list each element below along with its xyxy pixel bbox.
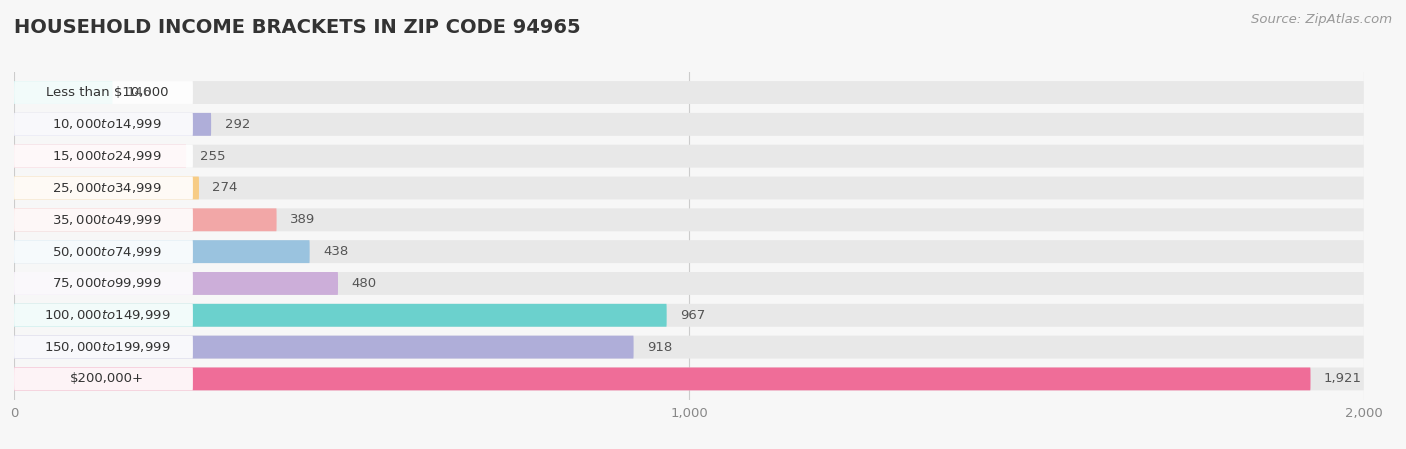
Text: 1,921: 1,921 [1324,372,1362,385]
Text: 292: 292 [225,118,250,131]
FancyBboxPatch shape [14,145,186,167]
Text: $150,000 to $199,999: $150,000 to $199,999 [44,340,170,354]
FancyBboxPatch shape [14,176,193,199]
Text: $25,000 to $34,999: $25,000 to $34,999 [52,181,162,195]
Text: 438: 438 [323,245,349,258]
FancyBboxPatch shape [14,367,1364,390]
FancyBboxPatch shape [14,176,200,199]
FancyBboxPatch shape [14,272,193,295]
FancyBboxPatch shape [14,208,193,231]
Text: Source: ZipAtlas.com: Source: ZipAtlas.com [1251,13,1392,26]
Text: $35,000 to $49,999: $35,000 to $49,999 [52,213,162,227]
Text: $100,000 to $149,999: $100,000 to $149,999 [44,308,170,322]
FancyBboxPatch shape [14,304,1364,327]
Text: $50,000 to $74,999: $50,000 to $74,999 [52,245,162,259]
Text: Less than $10,000: Less than $10,000 [46,86,169,99]
FancyBboxPatch shape [14,272,337,295]
Text: 274: 274 [212,181,238,194]
FancyBboxPatch shape [14,240,1364,263]
Text: $200,000+: $200,000+ [70,372,143,385]
Text: 480: 480 [352,277,377,290]
Text: 389: 389 [290,213,315,226]
Text: 967: 967 [681,309,706,322]
FancyBboxPatch shape [14,272,1364,295]
FancyBboxPatch shape [14,176,1364,199]
FancyBboxPatch shape [14,113,193,136]
FancyBboxPatch shape [14,367,1310,390]
FancyBboxPatch shape [14,304,193,327]
FancyBboxPatch shape [14,81,112,104]
Text: 255: 255 [200,150,225,163]
Text: $10,000 to $14,999: $10,000 to $14,999 [52,117,162,132]
FancyBboxPatch shape [14,304,666,327]
Text: $75,000 to $99,999: $75,000 to $99,999 [52,277,162,291]
FancyBboxPatch shape [14,367,193,390]
FancyBboxPatch shape [14,81,1364,104]
Text: 918: 918 [647,341,672,354]
FancyBboxPatch shape [14,208,277,231]
Text: $15,000 to $24,999: $15,000 to $24,999 [52,149,162,163]
FancyBboxPatch shape [14,240,193,263]
Text: HOUSEHOLD INCOME BRACKETS IN ZIP CODE 94965: HOUSEHOLD INCOME BRACKETS IN ZIP CODE 94… [14,18,581,37]
FancyBboxPatch shape [14,208,1364,231]
FancyBboxPatch shape [14,145,193,167]
Text: 146: 146 [127,86,152,99]
FancyBboxPatch shape [14,336,1364,359]
FancyBboxPatch shape [14,145,1364,167]
FancyBboxPatch shape [14,113,1364,136]
FancyBboxPatch shape [14,336,634,359]
FancyBboxPatch shape [14,113,211,136]
FancyBboxPatch shape [14,81,193,104]
FancyBboxPatch shape [14,336,193,359]
FancyBboxPatch shape [14,240,309,263]
